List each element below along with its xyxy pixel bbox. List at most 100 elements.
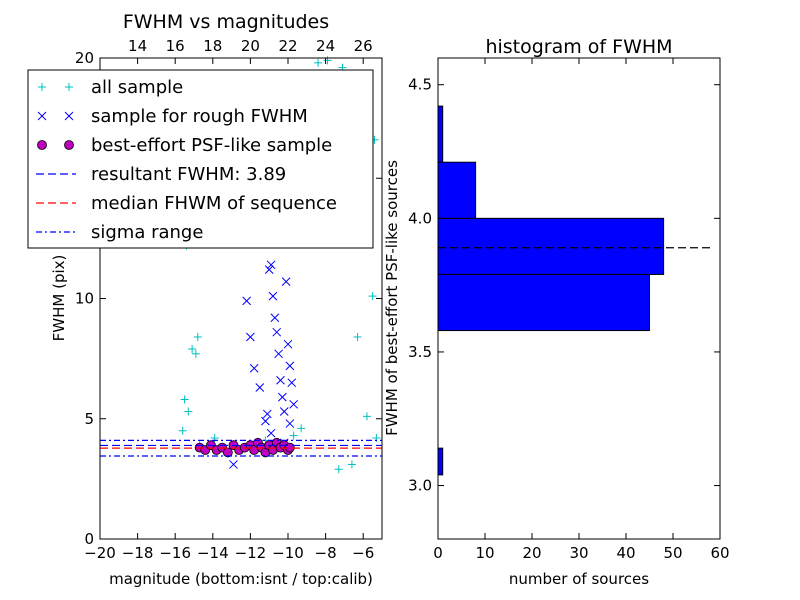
x-tick-label: −8 [315,544,337,562]
scatter-title: FWHM vs magnitudes [123,11,329,33]
legend: all sample sample for rough FWHM best-ef… [27,69,374,249]
y-tick-label: 4.0 [408,209,432,227]
x-tick-label: −12 [235,544,267,562]
rough-fwhm-point [287,378,297,388]
x-tick-label: 10 [475,544,494,562]
rough-fwhm-point [285,361,295,371]
histogram-bar [437,105,444,163]
all-sample-point [368,292,377,301]
top-tick-label: 16 [166,37,185,55]
rough-fwhm-point [274,349,283,359]
rough-fwhm-point [268,291,278,301]
rough-fwhm-point [289,399,298,409]
top-tick-label: 24 [316,37,335,55]
all-sample-point [334,465,343,474]
y-tick-label: 4.5 [408,76,432,94]
legend-label-median-fwhm: median FHWM of sequence [91,193,337,214]
rough-fwhm-point [262,409,272,419]
histogram-bar [437,447,444,476]
rough-fwhm-point [255,383,265,392]
all-sample-point [347,460,356,469]
histogram-bar [437,161,477,219]
x-tick-label: 30 [569,544,588,562]
all-sample-point [353,332,362,341]
rough-fwhm-point [261,416,270,426]
top-tick-label: 20 [241,37,260,55]
all-sample-point [178,426,187,435]
legend-marker [64,140,74,150]
scatter-y-label: FWHM (pix) [50,255,68,342]
top-tick-label: 26 [354,37,373,55]
x-tick-label: 20 [522,544,541,562]
histogram-x-label: number of sources [509,570,649,588]
legend-box [27,69,374,249]
all-sample-point [193,332,202,341]
rough-fwhm-point [270,313,280,323]
rough-fwhm-point [283,339,293,349]
top-tick-label: 22 [278,37,297,55]
all-sample-point [362,412,371,421]
histogram-panel: 0 10 20 30 40 50 60 3.0 3.5 4.0 4.5 histogram of F… [383,36,730,588]
scatter-x-label: magnitude (bottom:isnt / top:calib) [109,570,373,588]
y-tick-label: 5 [84,410,94,428]
all-sample-point [314,58,323,67]
y-tick-label: 20 [75,49,94,67]
histogram-bars [437,105,665,476]
x-tick-label: −18 [122,544,154,562]
x-tick-label: −20 [84,544,116,562]
x-tick-label: 50 [663,544,682,562]
reference-lines [100,439,382,457]
legend-label-sigma-range: sigma range [91,222,203,243]
rough-fwhm-point [246,332,255,342]
histogram-bar [437,217,665,275]
scatter-ticks: −20−18−16−14−12−10−8−6051015201416182022… [75,37,382,562]
legend-marker [38,83,46,91]
scatter-panel: −20−18−16−14−12−10−8−6051015201416182022… [27,11,383,588]
x-tick-label: −16 [159,544,191,562]
legend-label-rough-fwhm: sample for rough FWHM [91,106,308,127]
x-tick-label: −14 [197,544,229,562]
all-sample-point [191,349,200,358]
rough-fwhm-point [264,265,274,274]
y-tick-label: 10 [75,290,94,308]
rough-fwhm-point [285,419,295,428]
rough-fwhm-point [242,296,251,306]
x-tick-label: −6 [352,544,374,562]
legend-marker [37,111,47,121]
all-sample-point [184,407,193,416]
rough-fwhm-point [278,392,287,402]
x-tick-label: 40 [616,544,635,562]
legend-marker [37,140,47,150]
rough-fwhm-point [279,407,289,416]
y-tick-label: 3.5 [408,343,432,361]
y-tick-label: 3.0 [408,477,432,495]
legend-label-psf-sample: best-effort PSF-like sample [91,135,332,156]
histogram-ticks: 0 10 20 30 40 50 60 3.0 3.5 4.0 4.5 [408,58,730,562]
rough-fwhm-point [266,260,276,270]
x-tick-label: 0 [433,544,443,562]
x-tick-label: 60 [710,544,729,562]
y-tick-label: 0 [84,530,94,548]
top-tick-label: 14 [128,37,147,55]
rough-fwhm-point [276,375,285,385]
rough-fwhm-point [249,363,259,373]
legend-swatches [36,83,76,233]
histogram-bar [437,273,650,332]
histogram-y-label: FWHM of best-effort PSF-like sources [383,160,401,436]
all-sample-point [289,431,298,440]
legend-marker [64,111,74,121]
rough-fwhm-point [229,460,238,469]
all-sample-point [180,395,189,404]
histogram-title: histogram of FWHM [485,36,672,58]
rough-fwhm-point [266,428,276,438]
all-sample-point [188,345,197,354]
x-tick-label: −10 [272,544,304,562]
rough-fwhm-point [272,327,282,337]
all-sample-point [297,424,306,433]
rough-fwhm-point [281,277,291,287]
legend-marker [65,83,73,91]
legend-label-all-sample: all sample [91,77,183,98]
legend-label-resultant-fwhm: resultant FWHM: 3.89 [91,164,286,185]
top-tick-label: 18 [203,37,222,55]
